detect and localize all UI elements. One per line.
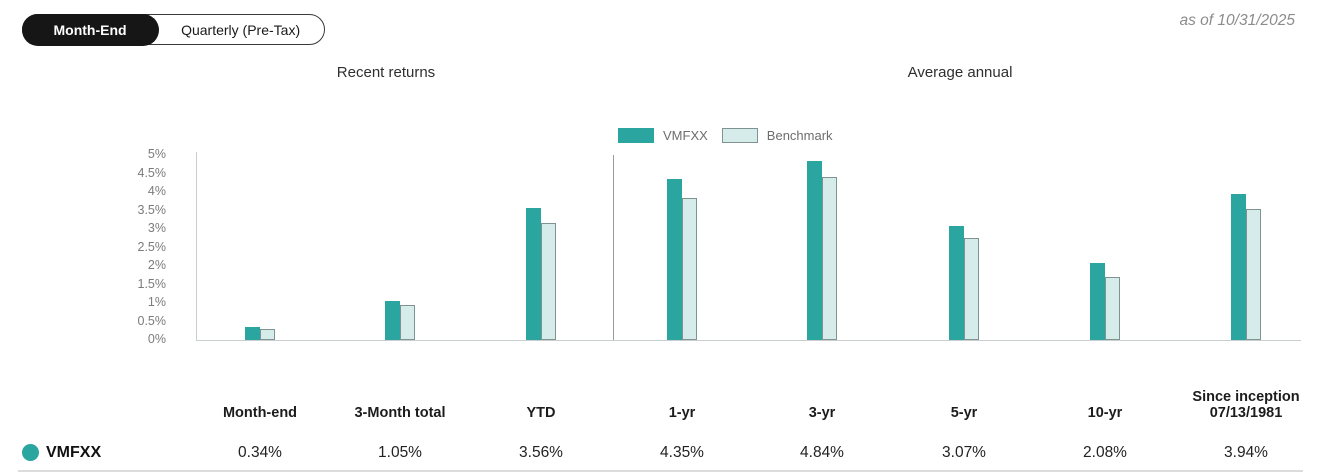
- table-cell-6: 2.08%: [1083, 444, 1127, 461]
- chart-legend: VMFXX Benchmark: [618, 128, 833, 143]
- y-axis-tick-label: 4%: [147, 184, 166, 198]
- as-of-date: as of 10/31/2025: [1179, 12, 1296, 29]
- toggle-option-month-end[interactable]: Month-End: [21, 13, 159, 46]
- table-header-0: Month-end: [222, 405, 298, 421]
- bar-benchmark-month-end: [260, 328, 275, 340]
- y-axis-tick-label: 3%: [147, 221, 166, 235]
- table-header-2: YTD: [526, 405, 556, 421]
- table-header-1: 3-Month total: [354, 405, 446, 421]
- fund-row-label: VMFXX: [46, 444, 102, 461]
- period-toggle: Month-End Quarterly (Pre-Tax): [21, 13, 326, 46]
- y-axis-tick-label: 4.5%: [137, 165, 167, 180]
- y-axis-tick-label: 0.5%: [137, 313, 167, 328]
- y-axis-tick-label: 1%: [147, 295, 166, 309]
- bar-vmfxx-month-end: [245, 327, 260, 340]
- y-axis-tick-label: 1.5%: [137, 276, 167, 291]
- bar-vmfxx-since-inception-07-13-1981: [1231, 194, 1246, 340]
- bar-vmfxx-ytd: [526, 208, 541, 340]
- table-header-7: Since inception 07/13/1981: [1192, 389, 1300, 421]
- toggle-option-quarterly-pre-tax[interactable]: Quarterly (Pre-Tax): [157, 15, 324, 44]
- table-bottom-border: [18, 470, 1303, 472]
- bar-vmfxx-10-yr: [1090, 263, 1105, 340]
- legend-swatch-benchmark: [721, 128, 758, 143]
- table-cell-2: 3.56%: [519, 444, 563, 461]
- bar-vmfxx-3-yr: [807, 160, 822, 340]
- table-header-6: 10-yr: [1087, 405, 1123, 421]
- y-axis-tick-label: 3.5%: [137, 202, 167, 217]
- legend-swatch-vmfxx: [618, 128, 654, 143]
- table-header-5: 5-yr: [950, 405, 978, 421]
- fund-row-dot: [22, 444, 39, 461]
- x-axis-baseline: [196, 340, 1301, 341]
- table-cell-4: 4.84%: [800, 444, 844, 461]
- bar-vmfxx-5-yr: [949, 226, 964, 340]
- legend-label-benchmark: Benchmark: [766, 128, 833, 143]
- bar-benchmark-10-yr: [1105, 277, 1120, 340]
- table-cell-3: 4.35%: [660, 444, 704, 461]
- legend-label-vmfxx: VMFXX: [663, 128, 708, 143]
- bar-benchmark-ytd: [541, 223, 556, 340]
- bar-benchmark-3-yr: [822, 177, 837, 340]
- y-axis-tick-label: 0%: [147, 332, 166, 346]
- table-cell-0: 0.34%: [238, 444, 282, 461]
- bar-benchmark-5-yr: [964, 238, 979, 340]
- bar-benchmark-since-inception-07-13-1981: [1246, 208, 1261, 340]
- section-divider-line: [613, 155, 614, 340]
- table-cell-5: 3.07%: [942, 444, 986, 461]
- table-cell-7: 3.94%: [1224, 444, 1268, 461]
- table-header-3: 1-yr: [668, 405, 696, 421]
- table-header-4: 3-yr: [808, 405, 836, 421]
- bar-vmfxx-1-yr: [667, 179, 682, 340]
- section-title-average-annual: Average annual: [907, 64, 1013, 81]
- y-axis-tick-label: 5%: [147, 147, 166, 161]
- section-title-recent-returns: Recent returns: [336, 64, 436, 81]
- bar-benchmark-3-month-total: [400, 304, 415, 340]
- y-axis-tick-label: 2%: [147, 258, 166, 272]
- table-cell-1: 1.05%: [378, 444, 422, 461]
- y-axis-tick-label: 2.5%: [137, 239, 167, 254]
- y-axis-line: [196, 152, 197, 340]
- bar-vmfxx-3-month-total: [385, 301, 400, 340]
- bar-benchmark-1-yr: [682, 197, 697, 340]
